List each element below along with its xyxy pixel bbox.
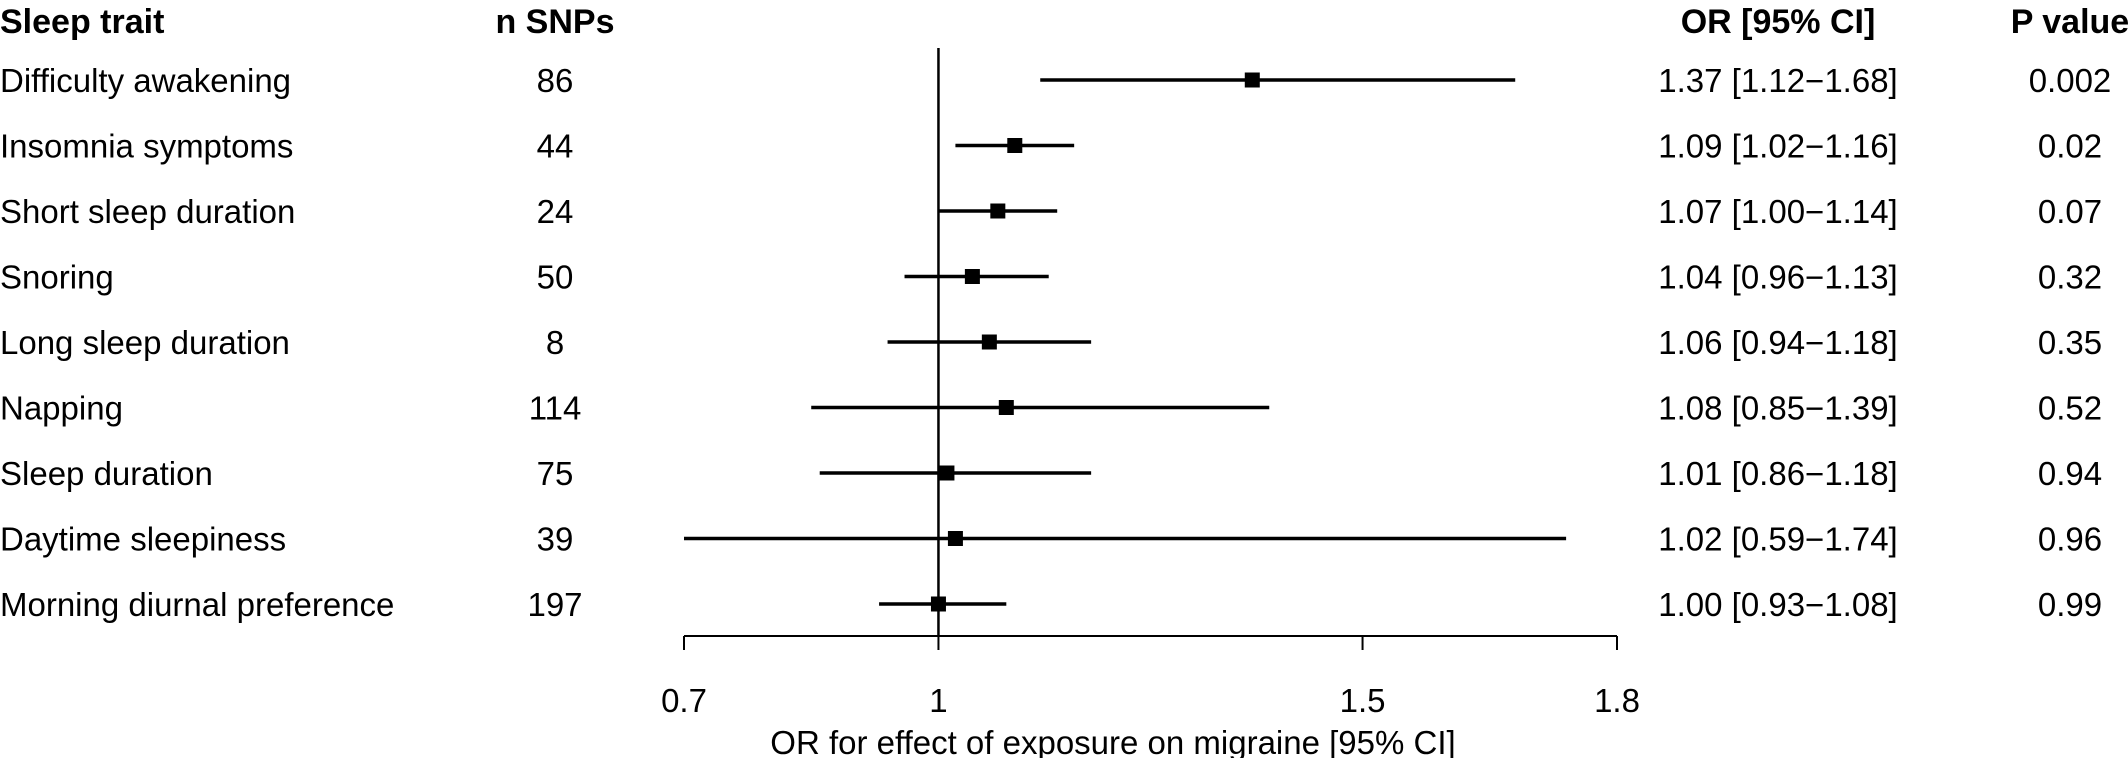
trait-label: Short sleep duration — [0, 193, 295, 230]
or-marker — [998, 400, 1014, 415]
x-tick-label: 0.7 — [661, 682, 707, 719]
or-ci-value: 1.01 [0.86−1.18] — [1658, 455, 1897, 492]
nsnps-value: 39 — [537, 521, 574, 558]
p-value: 0.002 — [2029, 62, 2112, 99]
trait-label: Morning diurnal preference — [0, 586, 394, 623]
header-or-ci: OR [95% CI] — [1681, 3, 1876, 41]
nsnps-value: 114 — [529, 390, 582, 427]
or-marker — [1007, 138, 1023, 153]
x-axis-label: OR for effect of exposure on migraine [9… — [770, 724, 1455, 758]
table-rows: Difficulty awakening 86 1.37 [1.12−1.68] 0.… — [0, 62, 2111, 623]
p-value: 0.96 — [2038, 521, 2102, 558]
nsnps-value: 86 — [537, 62, 574, 99]
or-marker — [947, 531, 963, 546]
nsnps-value: 8 — [546, 324, 564, 361]
or-marker — [964, 269, 980, 284]
or-ci-value: 1.07 [1.00−1.14] — [1658, 193, 1897, 230]
plot-area — [684, 48, 1567, 636]
nsnps-value: 50 — [537, 259, 574, 296]
or-ci-value: 1.02 [0.59−1.74] — [1658, 521, 1897, 558]
or-marker — [1244, 72, 1260, 88]
p-value: 0.07 — [2038, 193, 2102, 230]
p-value: 0.35 — [2038, 324, 2102, 361]
p-value: 0.94 — [2038, 455, 2102, 492]
or-ci-value: 1.08 [0.85−1.39] — [1658, 390, 1897, 427]
trait-label: Snoring — [0, 259, 114, 296]
nsnps-value: 197 — [527, 586, 582, 623]
or-ci-value: 1.09 [1.02−1.16] — [1658, 128, 1897, 165]
header-n-snps: n SNPs — [495, 3, 614, 41]
trait-label: Sleep duration — [0, 455, 213, 492]
x-tick-label: 1 — [929, 682, 947, 719]
x-tick-label: 1.5 — [1340, 682, 1386, 719]
or-ci-value: 1.04 [0.96−1.13] — [1658, 259, 1897, 296]
or-marker — [981, 334, 997, 350]
or-ci-value: 1.00 [0.93−1.08] — [1658, 586, 1897, 623]
or-marker — [930, 596, 946, 612]
x-tick-label: 1.8 — [1594, 682, 1640, 719]
or-marker — [939, 465, 955, 481]
trait-label: Napping — [0, 390, 123, 427]
p-value: 0.32 — [2038, 259, 2102, 296]
nsnps-value: 75 — [537, 455, 574, 492]
nsnps-value: 44 — [537, 128, 574, 165]
header-p-value: P value — [2011, 3, 2128, 41]
nsnps-value: 24 — [537, 193, 574, 230]
trait-label: Daytime sleepiness — [0, 521, 286, 558]
p-value: 0.02 — [2038, 128, 2102, 165]
trait-label: Insomnia symptoms — [0, 128, 293, 165]
x-axis: 0.7 1 1.5 1.8 — [661, 635, 1640, 719]
p-value: 0.52 — [2038, 390, 2102, 427]
trait-label: Difficulty awakening — [0, 62, 291, 99]
trait-label: Long sleep duration — [0, 324, 290, 361]
p-value: 0.99 — [2038, 586, 2102, 623]
or-marker — [990, 203, 1006, 219]
or-ci-value: 1.37 [1.12−1.68] — [1658, 62, 1897, 99]
header-sleep-trait: Sleep trait — [0, 3, 164, 41]
or-ci-value: 1.06 [0.94−1.18] — [1658, 324, 1897, 361]
